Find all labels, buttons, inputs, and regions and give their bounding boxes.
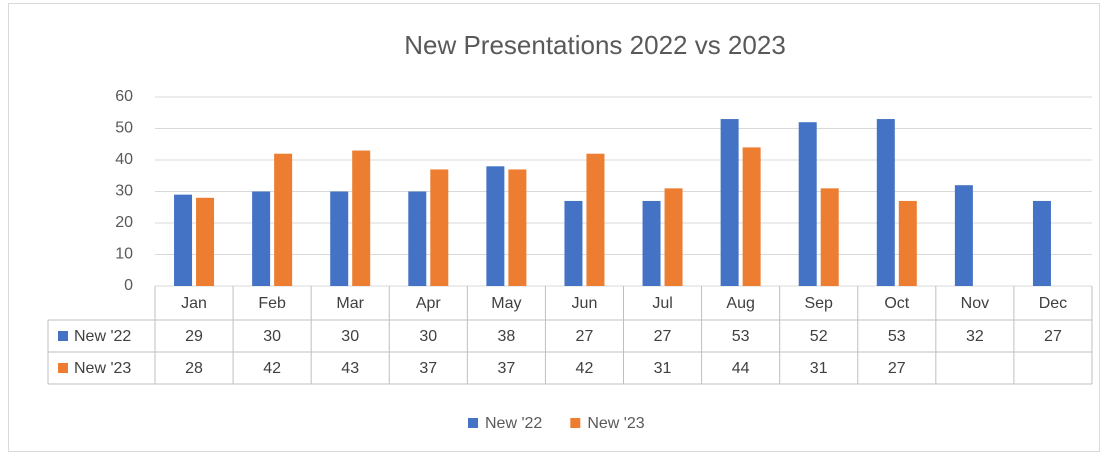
x-tick-label: Oct — [884, 295, 909, 312]
bar — [196, 197, 215, 286]
y-tick-label: 10 — [115, 246, 133, 263]
y-tick-label: 60 — [115, 88, 133, 105]
x-tick-label: Jan — [181, 295, 207, 312]
y-tick-label: 50 — [115, 120, 133, 137]
table-cell: 43 — [341, 360, 359, 377]
table-cell: 29 — [185, 328, 203, 345]
bar — [642, 200, 661, 286]
bar — [586, 153, 605, 286]
x-tick-label: Nov — [961, 295, 989, 312]
table-cell: 42 — [263, 360, 281, 377]
table-legend-key — [58, 331, 68, 341]
bar — [798, 122, 817, 286]
x-tick-label: Sep — [804, 295, 833, 312]
y-tick-label: 20 — [115, 214, 133, 231]
table-legend-key — [58, 363, 68, 373]
x-tick-label: Mar — [336, 295, 364, 312]
x-tick-label: Aug — [726, 295, 754, 312]
legend-label: New '22 — [485, 415, 542, 432]
bar — [330, 191, 349, 286]
table-cell: 37 — [497, 360, 515, 377]
bar — [486, 166, 505, 286]
table-cell: 27 — [654, 328, 672, 345]
bar — [408, 191, 427, 286]
bar — [508, 169, 527, 286]
table-cell: 52 — [810, 328, 828, 345]
bar — [274, 153, 293, 286]
x-tick-label: Jun — [572, 295, 598, 312]
bar — [564, 200, 583, 286]
table-cell: 38 — [497, 328, 515, 345]
table-cell: 32 — [966, 328, 984, 345]
bar — [820, 188, 839, 286]
table-row-header: New '23 — [74, 360, 131, 377]
table-cell: 30 — [263, 328, 281, 345]
table-cell: 44 — [732, 360, 750, 377]
table-cell: 31 — [810, 360, 828, 377]
x-tick-label: Feb — [258, 295, 286, 312]
y-tick-label: 40 — [115, 151, 133, 168]
y-tick-label: 0 — [124, 277, 133, 294]
bar — [876, 119, 895, 286]
table-cell: 30 — [419, 328, 437, 345]
table-cell: 28 — [185, 360, 203, 377]
y-tick-label: 30 — [115, 183, 133, 200]
legend-key — [468, 418, 478, 428]
x-tick-label: Dec — [1039, 295, 1067, 312]
table-cell: 37 — [419, 360, 437, 377]
bar — [954, 185, 973, 286]
chart-title: New Presentations 2022 vs 2023 — [404, 30, 786, 60]
bar — [352, 150, 371, 286]
bar — [174, 194, 193, 286]
x-tick-label: Apr — [416, 295, 442, 312]
legend-key — [570, 418, 581, 428]
x-tick-label: Jul — [652, 295, 672, 312]
bar — [898, 200, 917, 286]
table-cell: 31 — [654, 360, 672, 377]
table-cell: 42 — [576, 360, 594, 377]
table-cell: 53 — [888, 328, 906, 345]
bar — [742, 147, 761, 286]
table-cell: 53 — [732, 328, 750, 345]
table-row-header: New '22 — [74, 328, 131, 345]
table-cell: 27 — [1044, 328, 1062, 345]
table-cell: 30 — [341, 328, 359, 345]
bar — [1032, 200, 1051, 286]
table-cell: 27 — [888, 360, 906, 377]
legend-label: New '23 — [587, 415, 644, 432]
bar — [720, 119, 739, 286]
table-cell: 27 — [576, 328, 594, 345]
x-tick-label: May — [491, 295, 521, 312]
bar — [664, 188, 683, 286]
bar — [430, 169, 449, 286]
bar — [252, 191, 271, 286]
